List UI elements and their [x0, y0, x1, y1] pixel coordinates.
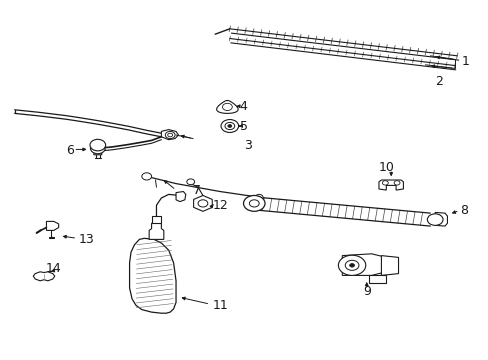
Circle shape — [255, 194, 263, 200]
Circle shape — [393, 181, 399, 185]
Polygon shape — [46, 221, 59, 230]
Circle shape — [345, 260, 358, 270]
Text: 5: 5 — [239, 120, 247, 132]
Polygon shape — [342, 254, 390, 275]
Text: 10: 10 — [378, 161, 393, 174]
Text: 13: 13 — [78, 233, 94, 246]
Circle shape — [249, 200, 259, 207]
Polygon shape — [216, 100, 238, 113]
Circle shape — [221, 120, 238, 132]
Polygon shape — [161, 130, 178, 140]
Polygon shape — [434, 212, 447, 226]
Circle shape — [222, 103, 232, 111]
Circle shape — [227, 125, 231, 127]
Polygon shape — [149, 223, 163, 239]
Circle shape — [427, 214, 442, 225]
Text: 7: 7 — [193, 184, 201, 197]
Polygon shape — [129, 238, 176, 313]
Polygon shape — [176, 192, 185, 202]
Polygon shape — [378, 180, 403, 190]
Polygon shape — [151, 216, 161, 223]
Circle shape — [243, 195, 264, 211]
Polygon shape — [33, 272, 55, 281]
Polygon shape — [193, 195, 212, 211]
Text: 3: 3 — [244, 139, 252, 152]
Circle shape — [224, 122, 234, 130]
Circle shape — [186, 179, 194, 185]
Text: 8: 8 — [459, 204, 467, 217]
Circle shape — [142, 173, 151, 180]
Circle shape — [90, 143, 105, 154]
Polygon shape — [368, 275, 386, 283]
Circle shape — [167, 133, 172, 137]
Circle shape — [382, 181, 387, 185]
Circle shape — [198, 200, 207, 207]
Text: 1: 1 — [461, 55, 469, 68]
Circle shape — [338, 255, 365, 275]
Polygon shape — [381, 256, 398, 275]
Text: 11: 11 — [212, 299, 228, 312]
Text: 9: 9 — [362, 285, 370, 298]
Text: 2: 2 — [434, 75, 442, 87]
Text: 4: 4 — [239, 100, 247, 113]
Circle shape — [349, 264, 354, 267]
Text: 12: 12 — [212, 199, 228, 212]
Text: 14: 14 — [46, 262, 61, 275]
Circle shape — [90, 139, 105, 151]
Text: 6: 6 — [66, 144, 74, 157]
Circle shape — [165, 131, 175, 139]
Polygon shape — [93, 147, 102, 155]
